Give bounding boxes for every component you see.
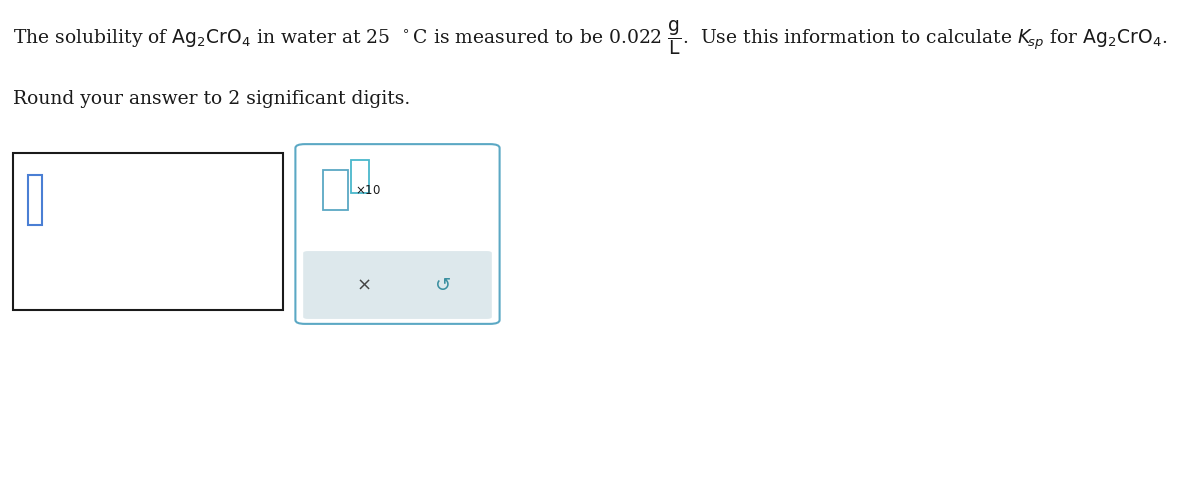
Text: ↺: ↺ — [434, 275, 451, 295]
Text: $\times$: $\times$ — [355, 276, 371, 294]
Text: $\times$10: $\times$10 — [355, 184, 380, 197]
Text: The solubility of $\mathrm{Ag_2CrO_4}$ in water at 25 $\,^\circ$C is measured to: The solubility of $\mathrm{Ag_2CrO_4}$ i… — [13, 18, 1168, 57]
Text: Round your answer to 2 significant digits.: Round your answer to 2 significant digit… — [13, 90, 410, 108]
